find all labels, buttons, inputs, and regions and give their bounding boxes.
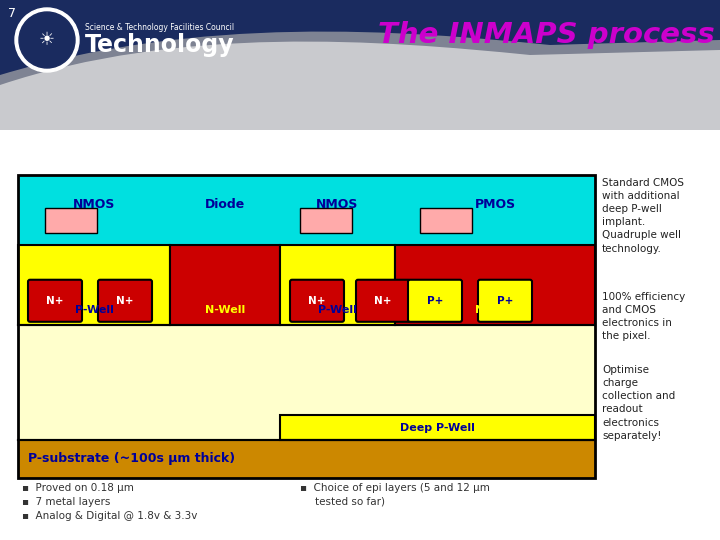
- Bar: [420, 208, 472, 233]
- Bar: [18, 245, 595, 325]
- Bar: [280, 415, 595, 440]
- Text: N-Well: N-Well: [205, 305, 245, 315]
- Text: ☀: ☀: [39, 31, 55, 49]
- Text: NMOS: NMOS: [316, 198, 359, 211]
- Text: N+: N+: [116, 296, 134, 306]
- Bar: [18, 174, 595, 478]
- FancyBboxPatch shape: [98, 280, 152, 322]
- Text: Standard CMOS
with additional
deep P-well
implant.
Quadruple well
technology.: Standard CMOS with additional deep P-wel…: [602, 178, 684, 254]
- Text: N-Well: N-Well: [475, 305, 515, 315]
- Text: The INMAPS process: The INMAPS process: [378, 21, 715, 49]
- Text: N+: N+: [374, 296, 392, 306]
- Circle shape: [15, 8, 79, 72]
- Bar: [18, 245, 170, 325]
- Text: Science & Technology Facilities Council: Science & Technology Facilities Council: [85, 23, 234, 31]
- Bar: [18, 440, 595, 478]
- Text: P-Well: P-Well: [318, 305, 357, 315]
- Text: N+: N+: [308, 296, 325, 306]
- Text: ▪  Analog & Digital @ 1.8v & 3.3v: ▪ Analog & Digital @ 1.8v & 3.3v: [22, 511, 197, 521]
- Text: ▪  Proved on 0.18 μm: ▪ Proved on 0.18 μm: [22, 483, 134, 493]
- Text: 7: 7: [8, 7, 16, 20]
- FancyBboxPatch shape: [408, 280, 462, 322]
- Bar: [45, 208, 97, 233]
- Text: P+: P+: [427, 296, 444, 306]
- Bar: [170, 245, 280, 325]
- FancyBboxPatch shape: [356, 280, 410, 322]
- Text: N+: N+: [46, 296, 64, 306]
- Text: ▪  Choice of epi layers (5 and 12 μm: ▪ Choice of epi layers (5 and 12 μm: [300, 483, 490, 493]
- Text: PMOS: PMOS: [474, 198, 516, 211]
- FancyBboxPatch shape: [28, 280, 82, 322]
- Text: Technology: Technology: [85, 33, 235, 57]
- FancyBboxPatch shape: [290, 280, 344, 322]
- Circle shape: [19, 12, 75, 68]
- Text: P-Well: P-Well: [75, 305, 114, 315]
- Text: NMOS: NMOS: [73, 198, 115, 211]
- Bar: [280, 245, 395, 325]
- Text: ▪  7 metal layers: ▪ 7 metal layers: [22, 497, 110, 507]
- Text: Optimise
charge
collection and
readout
electronics
separately!: Optimise charge collection and readout e…: [602, 365, 675, 441]
- FancyBboxPatch shape: [478, 280, 532, 322]
- PathPatch shape: [0, 31, 720, 135]
- Text: 100% efficiency
and CMOS
electronics in
the pixel.: 100% efficiency and CMOS electronics in …: [602, 292, 685, 341]
- Bar: [18, 174, 595, 245]
- Bar: [18, 325, 595, 440]
- Bar: [300, 208, 352, 233]
- Text: P+: P+: [497, 296, 513, 306]
- Bar: [395, 245, 595, 325]
- PathPatch shape: [0, 42, 720, 135]
- Text: P-substrate (~100s μm thick): P-substrate (~100s μm thick): [28, 453, 235, 465]
- Text: Diode: Diode: [205, 198, 245, 211]
- Text: tested so far): tested so far): [315, 497, 385, 507]
- Text: Deep P-Well: Deep P-Well: [400, 423, 475, 433]
